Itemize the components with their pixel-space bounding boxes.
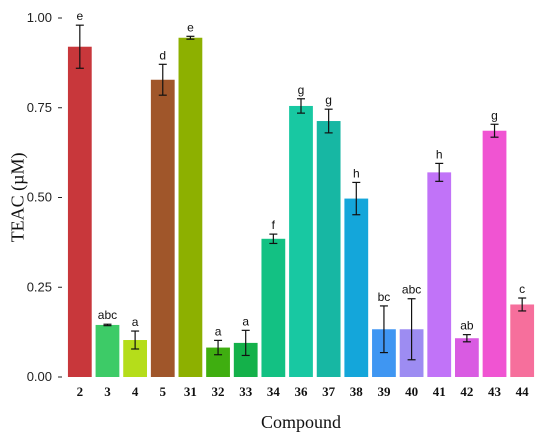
x-tick-label: 37 xyxy=(322,384,336,399)
y-tick-label: 0.25 xyxy=(27,279,52,294)
x-tick-label: 44 xyxy=(516,384,530,399)
y-tick-label: 0.00 xyxy=(27,369,52,384)
x-tick-label: 41 xyxy=(433,384,446,399)
bar-2 xyxy=(67,46,92,377)
bar-33 xyxy=(233,342,258,377)
x-tick-label: 4 xyxy=(132,384,139,399)
x-tick-label: 36 xyxy=(295,384,309,399)
y-axis: 0.00 0.25 0.50 0.75 1.00 xyxy=(27,10,62,384)
bar-37 xyxy=(316,121,341,378)
bar-36 xyxy=(289,105,313,377)
bar-43 xyxy=(482,130,507,377)
significance-label: a xyxy=(132,315,139,329)
significance-label: g xyxy=(491,108,498,122)
significance-label: a xyxy=(215,324,222,338)
y-tick-label: 0.75 xyxy=(27,100,52,115)
y-tick-label: 0.50 xyxy=(27,190,52,205)
x-axis: 2 3 4 5 31 32 33 34 36 37 38 39 40 41 42 43 44 xyxy=(77,384,530,399)
significance-label: g xyxy=(325,93,332,107)
x-axis-title: Compound xyxy=(261,412,341,432)
bar-38 xyxy=(344,198,369,377)
significance-label: e xyxy=(76,9,83,23)
bar-31 xyxy=(178,37,203,378)
x-tick-label: 33 xyxy=(239,384,253,399)
significance-label: g xyxy=(298,83,305,97)
x-tick-label: 2 xyxy=(77,384,84,399)
significance-label: abc xyxy=(402,283,421,297)
y-tick-label: 1.00 xyxy=(27,10,52,25)
bar-34 xyxy=(261,238,286,377)
significance-label: f xyxy=(272,218,276,232)
x-tick-label: 43 xyxy=(488,384,502,399)
significance-label: abc xyxy=(98,308,117,322)
significance-label: h xyxy=(353,166,360,180)
significance-label: ab xyxy=(460,319,474,333)
significance-label: c xyxy=(519,282,525,296)
x-tick-label: 5 xyxy=(160,384,167,399)
significance-label: d xyxy=(159,48,166,62)
significance-label: bc xyxy=(378,290,391,304)
bar-44 xyxy=(510,304,535,377)
bar-32 xyxy=(206,347,230,377)
significance-label: a xyxy=(242,314,249,328)
x-tick-label: 40 xyxy=(405,384,418,399)
significance-label: e xyxy=(187,20,194,34)
significance-label: h xyxy=(436,147,443,161)
bar-3 xyxy=(95,324,120,377)
x-tick-label: 42 xyxy=(460,384,473,399)
x-tick-label: 38 xyxy=(350,384,364,399)
y-axis-title: TEAC (µM) xyxy=(7,153,28,243)
x-tick-label: 34 xyxy=(267,384,281,399)
bar-42 xyxy=(454,338,479,377)
x-tick-label: 39 xyxy=(377,384,391,399)
x-tick-label: 32 xyxy=(212,384,225,399)
bar-41 xyxy=(427,172,452,377)
x-tick-label: 3 xyxy=(104,384,111,399)
bar-4 xyxy=(123,340,148,377)
bar-5 xyxy=(150,79,175,378)
x-tick-label: 31 xyxy=(184,384,197,399)
